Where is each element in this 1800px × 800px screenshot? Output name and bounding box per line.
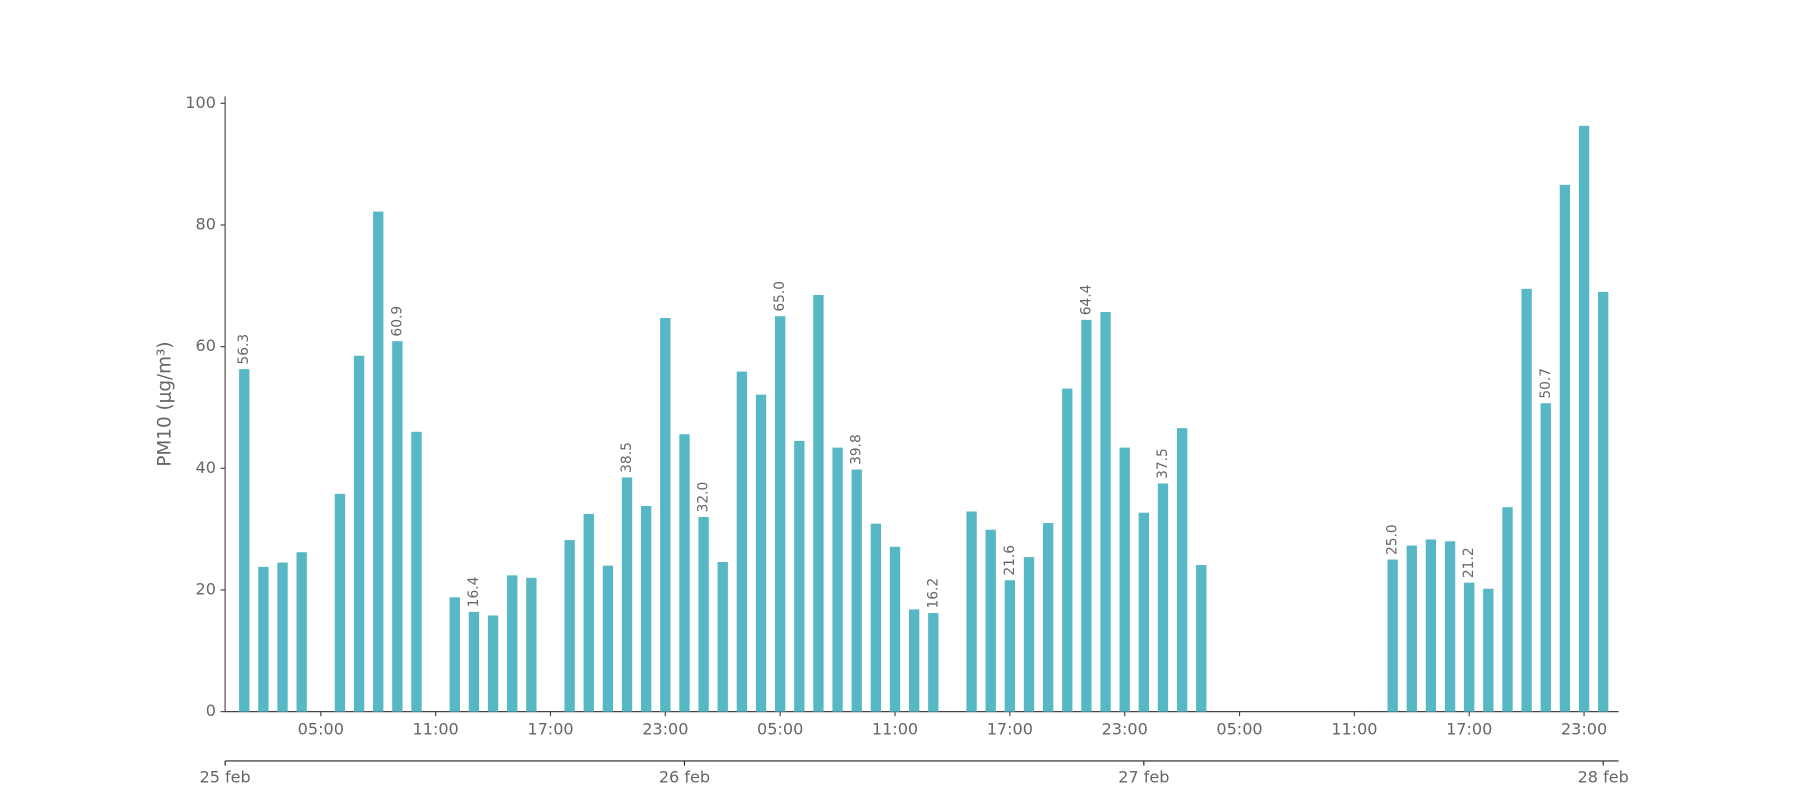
bar <box>985 529 996 712</box>
bar <box>679 434 690 712</box>
bar <box>755 394 767 712</box>
x-tick-label: 11:00 <box>872 719 918 738</box>
date-tick-label: 25 feb <box>199 768 250 787</box>
bar <box>583 513 594 712</box>
bar <box>296 552 307 712</box>
x-tick-label: 17:00 <box>1446 719 1492 738</box>
y-tick-label: 60 <box>196 336 216 355</box>
bar <box>1598 291 1609 712</box>
bar <box>966 511 977 712</box>
value-label: 21.6 <box>1002 545 1018 576</box>
bar <box>1406 545 1417 712</box>
bar <box>449 597 460 712</box>
bar <box>353 355 365 712</box>
bar <box>641 506 652 712</box>
value-label: 16.4 <box>466 577 482 608</box>
bar <box>1559 184 1571 712</box>
value-label: 56.3 <box>236 334 252 365</box>
bar <box>1387 559 1398 712</box>
value-label: 64.4 <box>1078 285 1094 316</box>
date-tick-label: 27 feb <box>1118 768 1169 787</box>
bar <box>1521 288 1532 712</box>
bar <box>487 615 499 712</box>
bar <box>1042 523 1054 712</box>
bar <box>373 211 384 712</box>
value-label: 50.7 <box>1538 368 1554 399</box>
bar <box>889 546 901 712</box>
value-label: 16.2 <box>925 578 941 609</box>
x-tick-label: 17:00 <box>527 719 573 738</box>
bar <box>928 613 939 712</box>
value-label: 38.5 <box>619 442 635 473</box>
y-tick-label: 0 <box>206 701 216 720</box>
bar <box>1062 388 1073 712</box>
value-label: 60.9 <box>389 306 405 337</box>
bar <box>602 565 614 712</box>
value-label: 21.2 <box>1461 547 1477 578</box>
x-tick-label: 11:00 <box>1331 719 1377 738</box>
bar <box>1023 557 1035 712</box>
value-label: 37.5 <box>1155 448 1171 479</box>
value-label: 65.0 <box>772 281 788 312</box>
x-tick-label: 11:00 <box>413 719 459 738</box>
bar <box>1502 507 1513 712</box>
bar <box>507 575 518 712</box>
bar <box>334 493 346 712</box>
bar <box>1157 483 1169 712</box>
x-tick-label: 17:00 <box>987 719 1033 738</box>
bar <box>660 318 671 712</box>
bar <box>717 561 728 712</box>
x-tick-label: 05:00 <box>1216 719 1262 738</box>
x-tick-label: 05:00 <box>757 719 803 738</box>
bar <box>468 611 480 712</box>
bar <box>1081 319 1092 712</box>
bar <box>1119 447 1130 712</box>
bar <box>775 316 786 712</box>
bar <box>813 294 824 712</box>
bar <box>832 447 843 712</box>
bar <box>698 516 709 712</box>
x-tick-label: 23:00 <box>642 719 688 738</box>
bar <box>794 440 805 712</box>
bar <box>564 540 575 712</box>
x-tick-label: 23:00 <box>1102 719 1148 738</box>
bar <box>411 431 422 712</box>
bar <box>277 562 288 712</box>
date-tick-label: 28 feb <box>1578 768 1629 787</box>
bar <box>1425 539 1437 712</box>
value-label: 39.8 <box>849 434 865 465</box>
bar <box>239 369 250 712</box>
bar <box>736 371 748 712</box>
bar <box>851 469 862 712</box>
y-tick-label: 100 <box>185 93 216 112</box>
bar <box>392 341 403 712</box>
bar <box>1483 588 1494 712</box>
bar <box>1578 125 1590 712</box>
bar <box>1100 311 1111 712</box>
bar <box>1464 582 1475 712</box>
value-label: 25.0 <box>1385 524 1401 555</box>
bar <box>1004 580 1016 712</box>
bar <box>258 566 269 712</box>
bar <box>870 523 882 712</box>
y-tick-label: 40 <box>196 458 216 477</box>
bar <box>1444 541 1456 712</box>
bar <box>1540 403 1551 712</box>
bar <box>621 477 633 712</box>
x-tick-label: 23:00 <box>1561 719 1607 738</box>
bar <box>908 609 920 712</box>
y-tick-label: 80 <box>196 214 216 233</box>
date-tick-label: 26 feb <box>659 768 710 787</box>
bar <box>526 577 537 712</box>
bar <box>1176 428 1188 712</box>
value-label: 32.0 <box>696 482 712 513</box>
bar <box>1138 512 1150 712</box>
y-tick-label: 20 <box>196 579 216 598</box>
y-axis-label: PM10 (μg/m³) <box>154 341 175 466</box>
x-tick-label: 05:00 <box>298 719 344 738</box>
bar <box>1196 565 1207 712</box>
